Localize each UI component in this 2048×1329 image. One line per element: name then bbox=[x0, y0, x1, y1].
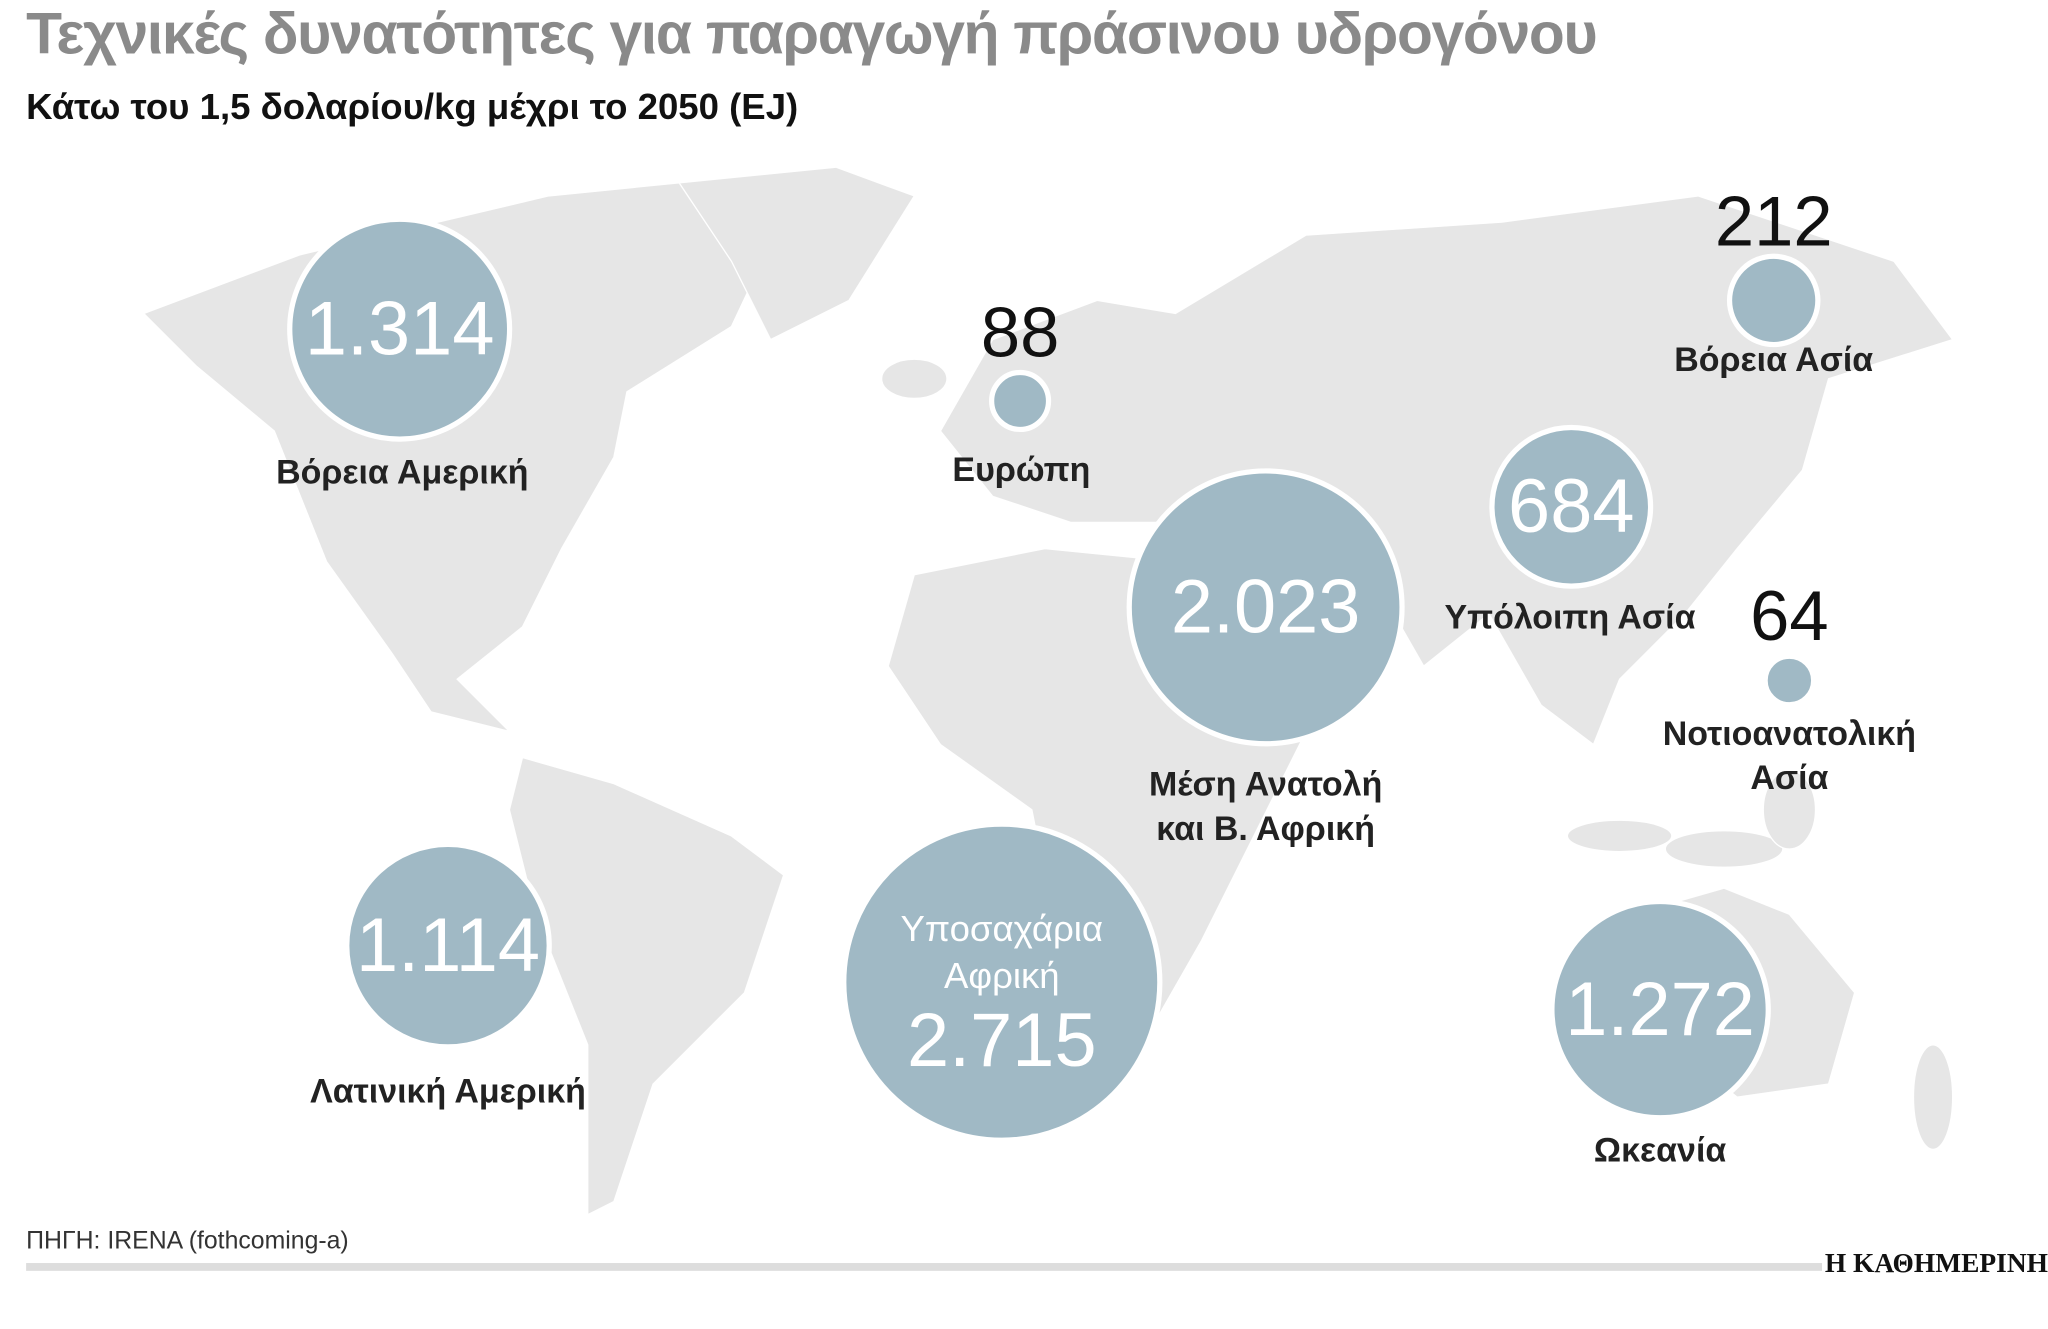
source: ΠΗΓΗ: IRENA (fothcoming-a) bbox=[26, 1227, 349, 1256]
region-name: Υπόλοιπη Ασία bbox=[1444, 597, 1696, 637]
brand-logo: Η ΚΑΘΗΜΕΡΙΝΗ bbox=[1824, 1247, 2048, 1279]
region-name: Ωκεανία bbox=[1593, 1129, 1727, 1170]
value-label: 88 bbox=[980, 293, 1060, 373]
value-label: 684 bbox=[1508, 464, 1635, 549]
region-name: Βόρεια Αμερική bbox=[276, 452, 529, 492]
bubble bbox=[1762, 653, 1817, 708]
subtitle: Κάτω του 1,5 δολαρίου/kg μέχρι το 2050 (… bbox=[26, 86, 799, 127]
bubble bbox=[989, 369, 1052, 433]
value-label: 64 bbox=[1750, 577, 1829, 656]
value-label: 1.272 bbox=[1565, 966, 1755, 1052]
value-label: 1.314 bbox=[304, 286, 495, 372]
bubble bbox=[1126, 468, 1405, 747]
bubble bbox=[1726, 253, 1821, 348]
footer-rule bbox=[26, 1263, 1823, 1271]
value-label: 1.114 bbox=[356, 902, 540, 988]
bubble bbox=[841, 821, 1163, 1143]
bubble bbox=[1549, 898, 1771, 1121]
title: Τεχνικές δυνατότητες για παραγωγή πράσιν… bbox=[26, 0, 1598, 67]
region-name: Υποσαχάρια Αφρική bbox=[900, 908, 1104, 997]
bubbles bbox=[287, 216, 1821, 1143]
region-name: Μέση Ανατολή και Β. Αφρική bbox=[1148, 764, 1383, 848]
value-label: 2.023 bbox=[1170, 564, 1361, 650]
region-name: Λατινική Αμερική bbox=[310, 1071, 586, 1111]
region-name: Ευρώπη bbox=[952, 449, 1091, 489]
value-label: 2.715 bbox=[906, 998, 1097, 1084]
value-label: 212 bbox=[1714, 182, 1833, 262]
region-name: Βόρεια Ασία bbox=[1674, 339, 1874, 379]
bubble bbox=[1489, 424, 1654, 589]
bubble bbox=[344, 841, 552, 1050]
bubble bbox=[287, 216, 513, 442]
region-name: Νοτιοανατολική Ασία bbox=[1662, 713, 1917, 797]
